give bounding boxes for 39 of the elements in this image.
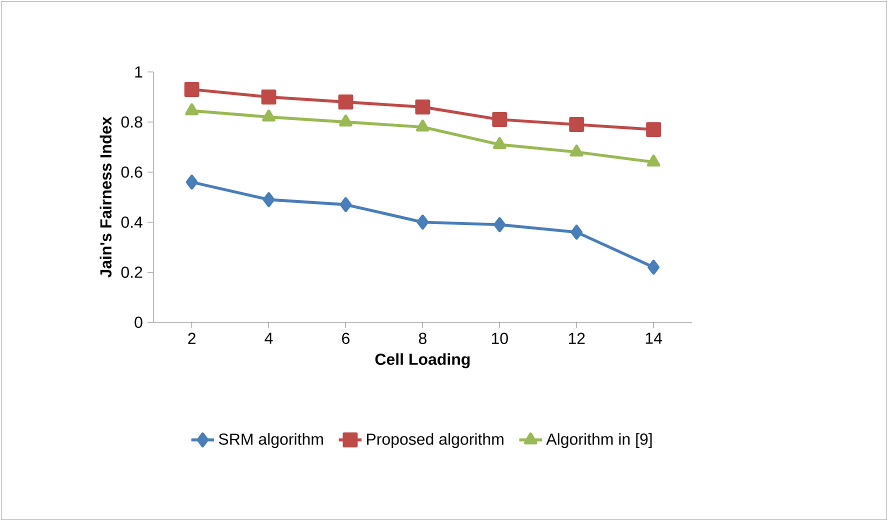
x-axis-title: Cell Loading xyxy=(375,353,470,368)
point xyxy=(494,217,506,232)
point xyxy=(416,120,430,132)
y-tick-label: 1 xyxy=(135,66,142,78)
x-tick-label: 2 xyxy=(188,332,196,344)
point xyxy=(185,103,198,116)
point xyxy=(339,114,352,126)
y-tick-label: 0 xyxy=(134,316,142,328)
point xyxy=(184,82,200,97)
y-tick-label: 0.6 xyxy=(121,166,142,178)
x-tick-label: 4 xyxy=(264,332,273,344)
point xyxy=(570,144,584,157)
legend-label: Algorithm in [9] xyxy=(546,433,652,448)
legend-label: Proposed algorithm xyxy=(367,433,504,448)
y-axis-title: Jain's Fairness Index xyxy=(100,116,112,278)
y-tick-label: 0.4 xyxy=(121,216,142,228)
x-tick-label: 6 xyxy=(342,332,350,344)
point xyxy=(262,192,275,208)
x-tick-label: 14 xyxy=(646,332,662,344)
legend-label: SRM algorithm xyxy=(218,433,323,448)
point xyxy=(262,110,276,122)
point xyxy=(340,197,352,212)
x-tick-label: 12 xyxy=(568,332,585,344)
y-tick-label: 0.2 xyxy=(121,266,142,278)
point xyxy=(415,100,430,114)
point xyxy=(492,137,506,150)
point xyxy=(570,224,583,240)
point xyxy=(646,154,660,167)
point xyxy=(646,122,662,138)
x-tick-label: 10 xyxy=(492,332,508,344)
x-tick-label: 8 xyxy=(418,332,426,344)
point xyxy=(261,90,276,104)
point xyxy=(416,214,429,230)
point xyxy=(648,260,660,275)
point xyxy=(186,174,198,190)
point xyxy=(338,94,354,110)
point xyxy=(569,117,584,132)
point xyxy=(492,112,508,127)
y-tick-label: 0.8 xyxy=(121,116,142,128)
